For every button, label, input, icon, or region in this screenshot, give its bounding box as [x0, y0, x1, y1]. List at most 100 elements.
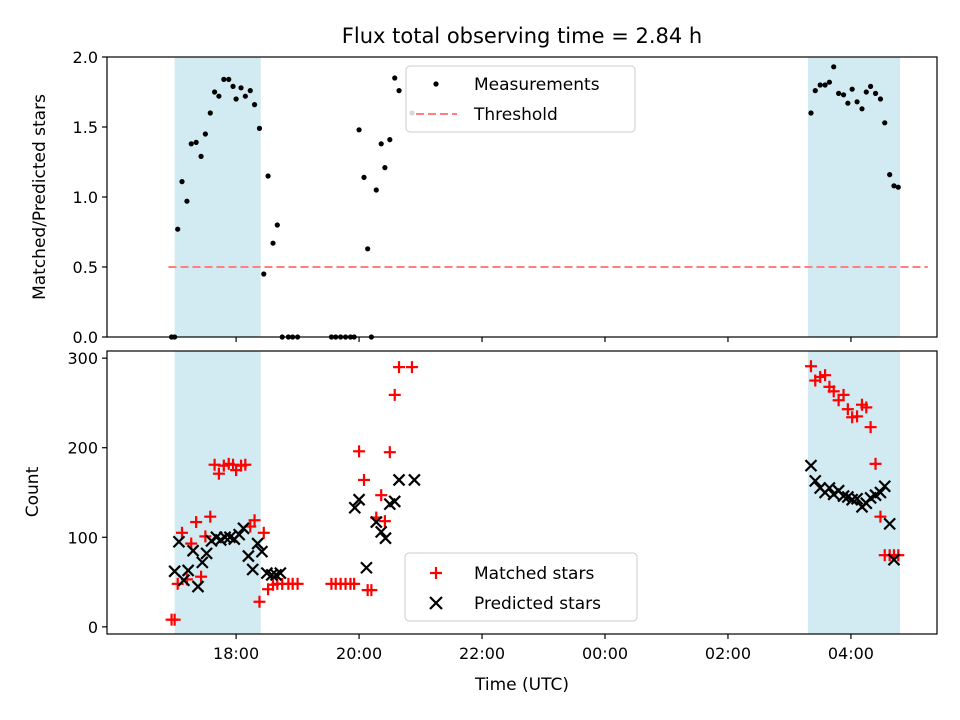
- top-y-tick-label: 0.5: [73, 258, 98, 277]
- bottom-y-tick-label: 0: [88, 618, 98, 637]
- predicted-star-point: [172, 535, 186, 549]
- bottom-y-tick-label: 200: [67, 439, 98, 458]
- measurement-point: [891, 183, 897, 189]
- matched-star-point: [860, 401, 873, 414]
- matched-star-point: [353, 445, 366, 458]
- measurement-point: [808, 110, 814, 116]
- measurement-point: [207, 110, 213, 116]
- measurement-point: [854, 99, 860, 105]
- measurement-point: [238, 85, 244, 91]
- bottom-panel: 0 100 200 300 18:00 20:00 22:00 00:00 02:00 04:0…: [23, 349, 938, 695]
- x-tick-label: 00:00: [582, 644, 628, 663]
- bottom-y-axis: 0 100 200 300: [67, 349, 107, 637]
- measurement-point: [845, 100, 851, 106]
- matched-star-point: [253, 595, 266, 608]
- top-legend: Measurements Threshold: [405, 65, 636, 133]
- top-y-axis: 0.0 0.5 1.0 1.5 2.0: [73, 48, 107, 347]
- measurement-point: [365, 246, 371, 252]
- predicted-stars-series: [168, 459, 901, 593]
- measurement-point: [812, 88, 818, 94]
- measurement-point: [868, 83, 874, 89]
- measurement-point: [361, 174, 367, 180]
- measurement-point: [256, 125, 263, 131]
- measurement-point: [216, 93, 222, 99]
- predicted-star-point: [360, 561, 373, 575]
- measurement-point: [877, 96, 884, 102]
- matched-stars-series: [165, 360, 905, 626]
- predicted-star-point: [232, 528, 246, 541]
- matched-star-point: [375, 489, 388, 502]
- x-axis-label: Time (UTC): [474, 675, 569, 695]
- bottom-plot-frame: [106, 350, 938, 635]
- top-y-axis-label: Matched/Predicted stars: [30, 94, 50, 300]
- predicted-star-point: [837, 489, 850, 503]
- matched-star-point: [212, 467, 225, 480]
- predicted-star-point: [374, 525, 388, 539]
- x-tick-label: 18:00: [213, 644, 259, 663]
- matched-star-point: [869, 457, 882, 470]
- matched-star-point: [388, 388, 401, 401]
- predicted-star-point: [874, 486, 887, 499]
- legend-threshold-label: Threshold: [473, 105, 558, 125]
- measurement-point: [836, 90, 842, 96]
- measurement-point: [831, 64, 837, 70]
- predicted-star-point: [379, 531, 392, 545]
- measurement-point: [198, 153, 204, 159]
- measurement-point: [859, 106, 865, 112]
- measurement-point: [175, 226, 181, 232]
- shaded-interval-1: [174, 351, 261, 634]
- bottom-x-axis: 18:00 20:00 22:00 00:00 02:00 04:00: [213, 634, 874, 663]
- predicted-star-point: [408, 473, 421, 487]
- predicted-star-point: [186, 544, 200, 557]
- matched-star-point: [168, 613, 181, 626]
- predicted-star-point: [255, 545, 269, 558]
- measurement-point: [849, 86, 855, 92]
- predicted-star-point: [246, 563, 259, 576]
- shaded-interval-2: [807, 351, 901, 634]
- measurement-point: [882, 120, 888, 126]
- top-y-tick-label: 2.0: [73, 48, 98, 67]
- measurement-point: [373, 187, 379, 193]
- predicted-star-point: [177, 573, 191, 587]
- bottom-legend: Matched stars Predicted stars: [404, 552, 638, 622]
- top-x-ticks: [235, 337, 852, 342]
- measurement-point: [265, 173, 271, 179]
- measurement-point: [396, 88, 402, 94]
- measurement-point: [247, 88, 253, 94]
- matched-star-point: [804, 360, 817, 373]
- matched-star-point: [257, 526, 270, 539]
- legend-matched-marker: [430, 567, 442, 579]
- predicted-star-point: [370, 515, 383, 529]
- measurement-point: [387, 137, 393, 143]
- measurement-point: [817, 82, 823, 88]
- measurement-point: [822, 82, 828, 88]
- matched-star-point: [864, 421, 877, 434]
- measurement-point: [179, 179, 185, 185]
- measurement-point: [251, 102, 258, 108]
- matched-star-point: [827, 385, 840, 398]
- predicted-star-point: [181, 564, 195, 577]
- predicted-star-point: [883, 517, 896, 531]
- matched-star-point: [190, 516, 203, 529]
- matched-star-point: [239, 458, 252, 471]
- measurement-point: [356, 127, 362, 133]
- top-shaded-intervals: [174, 57, 901, 337]
- legend-measurements-marker: [433, 81, 439, 87]
- x-tick-label: 04:00: [828, 644, 874, 663]
- matched-star-point: [837, 388, 850, 401]
- measurement-point: [887, 172, 893, 178]
- measurement-point: [863, 89, 869, 95]
- legend-measurements-label: Measurements: [474, 75, 600, 95]
- measurements-series: [168, 64, 901, 340]
- bottom-y-axis-label: Count: [23, 466, 43, 517]
- shaded-interval-2: [807, 57, 901, 337]
- predicted-star-point: [251, 537, 264, 550]
- matched-star-point: [195, 570, 208, 583]
- top-panel: 0.00.51.01.52.0 Matched/Predicted stars …: [30, 48, 938, 347]
- measurement-point: [872, 90, 879, 96]
- predicted-star-point: [274, 566, 287, 580]
- matched-star-point: [348, 577, 361, 590]
- matched-star-point: [405, 361, 418, 374]
- matched-star-point: [365, 584, 378, 597]
- bottom-y-tick-label: 100: [67, 528, 98, 547]
